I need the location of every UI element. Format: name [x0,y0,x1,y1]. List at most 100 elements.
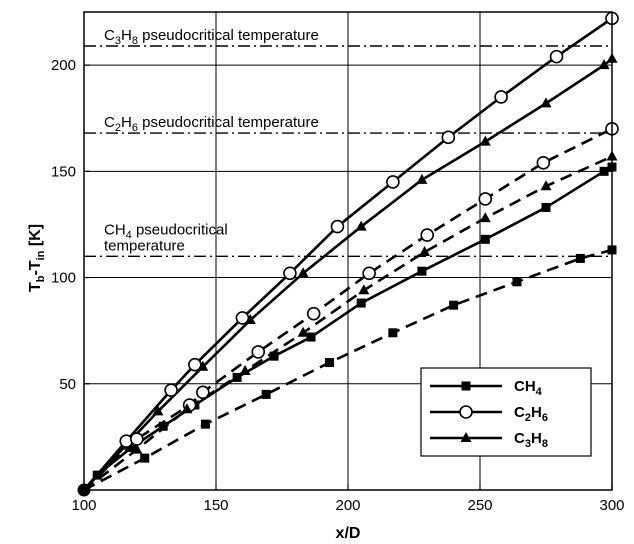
legend-marker-C2H6 [459,405,473,419]
y-axis-label-unit: [K] [27,224,44,251]
legend-label-sub: 4 [536,386,543,398]
point-CH4-solid-12 [599,166,609,176]
point-CH4-dashed-2 [200,419,210,429]
ref-label-rest: pseudocritical temperature [138,27,319,44]
point-C3H8-solid-4 [297,267,309,278]
legend-label-sub: 2 [525,412,531,424]
x-tick-label-200: 200 [335,497,360,514]
reference-line-label-1: C2H6 pseudocritical temperature [104,114,319,134]
point-CH4-dashed-1 [140,453,150,463]
y-tick-label-100: 100 [51,270,76,287]
point-CH4-dashed-8 [575,253,585,263]
point-C3H8-solid-3 [244,314,256,325]
point-CH4-dashed-7 [512,277,522,287]
point-CH4-solid-1 [92,470,102,480]
ref-label-main: C [104,114,115,131]
point-C2H6-dashed-6 [362,266,376,281]
legend-label-sub: 3 [525,438,531,450]
y-tick-label-50: 50 [59,376,76,393]
reference-lines [84,45,612,258]
point-C3H8-dashed-3 [239,365,251,376]
point-C2H6-dashed-9 [536,156,551,170]
point-C3H8-dashed-5 [358,284,370,295]
point-C3H8-solid-5 [355,220,367,231]
point-CH4-solid-8 [356,298,366,308]
y-axis-label-sub1: b [35,275,47,282]
point-C2H6-dashed-1 [130,432,144,446]
legend-label-main: C [514,404,525,421]
point-CH4-solid-3 [158,421,168,431]
ticks: 100 150 200 250 300 50 100 150 200 [51,57,625,514]
legend-label-sub: 6 [542,412,548,424]
ref-label-sub: 4 [126,229,132,241]
x-tick-label-150: 150 [203,497,228,514]
point-CH4-solid-6 [269,351,279,361]
x-tick-label-100: 100 [71,497,96,514]
legend-label-CH4: CH4 [514,378,543,398]
ref-label-main: CH [104,221,126,238]
point-C2H6-solid-9 [494,90,508,104]
ref-label-rest: pseudocritical [132,221,228,238]
point-CH4-solid-10 [480,234,490,244]
y-axis-label-main: T [27,282,44,292]
point-C3H8-dashed-4 [297,326,309,337]
ref-label-sub: 2 [115,122,121,134]
legend-label-mid: H [531,430,542,447]
ref-label-mid: H [121,114,132,131]
point-C3H8-solid-1 [152,405,164,416]
point-C3H8-solid-9 [598,59,610,70]
reference-line-label-2: CH4 pseudocritical [104,221,228,241]
point-C2H6-dashed-4 [251,345,266,359]
y-axis-label-sub2: in [35,250,47,260]
point-CH4-dashed-5 [388,328,398,338]
ref-label-main: C [104,27,115,44]
ref-label-rest: pseudocritical temperature [138,114,319,131]
point-C3H8-dashed-7 [479,212,491,223]
point-CH4-solid-7 [306,332,316,342]
legend-label-C2H6: C2H6 [514,404,548,424]
reference-line-label-0: C3H8 pseudocritical temperature [104,27,319,47]
reference-line-label-2-line2: temperature [104,237,185,254]
legend-marker-C3H8 [460,432,472,442]
point-C3H8-dashed-1 [131,443,143,454]
legend-label-main: CH [514,378,536,395]
legend-label-sub: 8 [542,438,548,450]
x-tick-label-250: 250 [467,497,492,514]
legend-marker-CH4 [461,381,471,391]
series-C2H6-solid-line [84,17,612,490]
point-C2H6-dashed-5 [306,306,321,321]
point-CH4-dashed-3 [261,389,271,399]
point-CH4-solid-11 [541,202,551,212]
point-C2H6-solid-10 [549,49,564,64]
point-CH4-solid-5 [232,372,242,382]
y-axis-label: Tb-Tin [K] [27,224,47,292]
point-C2H6-solid-7 [386,175,400,189]
point-C2H6-dashed-7 [420,228,435,242]
point-C3H8-dashed-6 [419,246,431,257]
point-C3H8-solid-6 [416,173,428,184]
point-C3H8-dashed-2 [181,403,193,414]
point-C2H6-solid-8 [441,130,456,145]
x-axis-label: x/D [336,525,361,542]
y-tick-label-150: 150 [51,163,76,180]
x-tick-label-300: 300 [599,497,624,514]
point-C2H6-dashed-3 [196,385,210,400]
ref-label-sub: 6 [132,122,138,134]
point-CH4-solid-2 [127,443,137,453]
point-C3H8-solid-2 [197,360,209,371]
ref-label-sub: 8 [132,35,138,47]
legend-label-C3H8: C3H8 [514,430,548,450]
point-CH4-solid-9 [417,266,427,276]
point-C3H8-solid-8 [540,97,552,108]
ref-label-mid: H [121,27,132,44]
point-CH4-dashed-6 [449,300,459,310]
legend-label-main: C [514,430,525,447]
legend-label-mid: H [531,404,542,421]
point-C3H8-solid-7 [479,135,491,146]
point-CH4-dashed-4 [325,358,335,368]
point-C2H6-solid-5 [283,266,297,281]
y-tick-label-200: 200 [51,57,76,74]
